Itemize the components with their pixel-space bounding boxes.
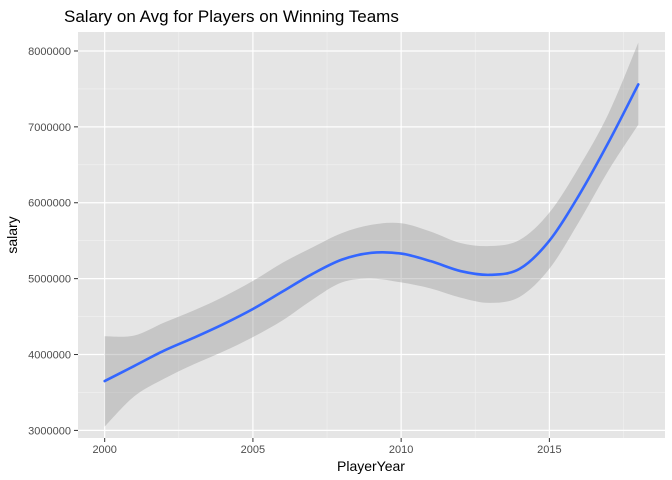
y-axis-title: salary [4, 216, 20, 253]
x-axis: 2000 2005 2010 2015 [92, 438, 562, 456]
trend-line-layer [103, 83, 640, 383]
confidence-band [104, 42, 639, 427]
x-tick-label: 2010 [389, 444, 413, 456]
trend-line [103, 83, 640, 383]
y-tick-label: 7000000 [28, 122, 71, 134]
y-axis: 3000000 4000000 5000000 6000000 7000000 80000… [28, 46, 78, 437]
y-tick-label: 3000000 [28, 425, 71, 437]
x-tick-label: 2005 [241, 444, 265, 456]
grid-lines [78, 32, 665, 438]
y-tick-label: 5000000 [28, 274, 71, 286]
plot-panel [78, 32, 665, 438]
y-tick-label: 4000000 [28, 350, 71, 362]
confidence-band-layer [104, 42, 639, 427]
chart-title: Salary on Avg for Players on Winning Tea… [64, 7, 399, 26]
y-tick-label: 6000000 [28, 198, 71, 210]
x-tick-label: 2015 [537, 444, 561, 456]
x-tick-label: 2000 [92, 444, 116, 456]
x-axis-title: PlayerYear [337, 458, 405, 474]
y-tick-label: 8000000 [28, 46, 71, 58]
